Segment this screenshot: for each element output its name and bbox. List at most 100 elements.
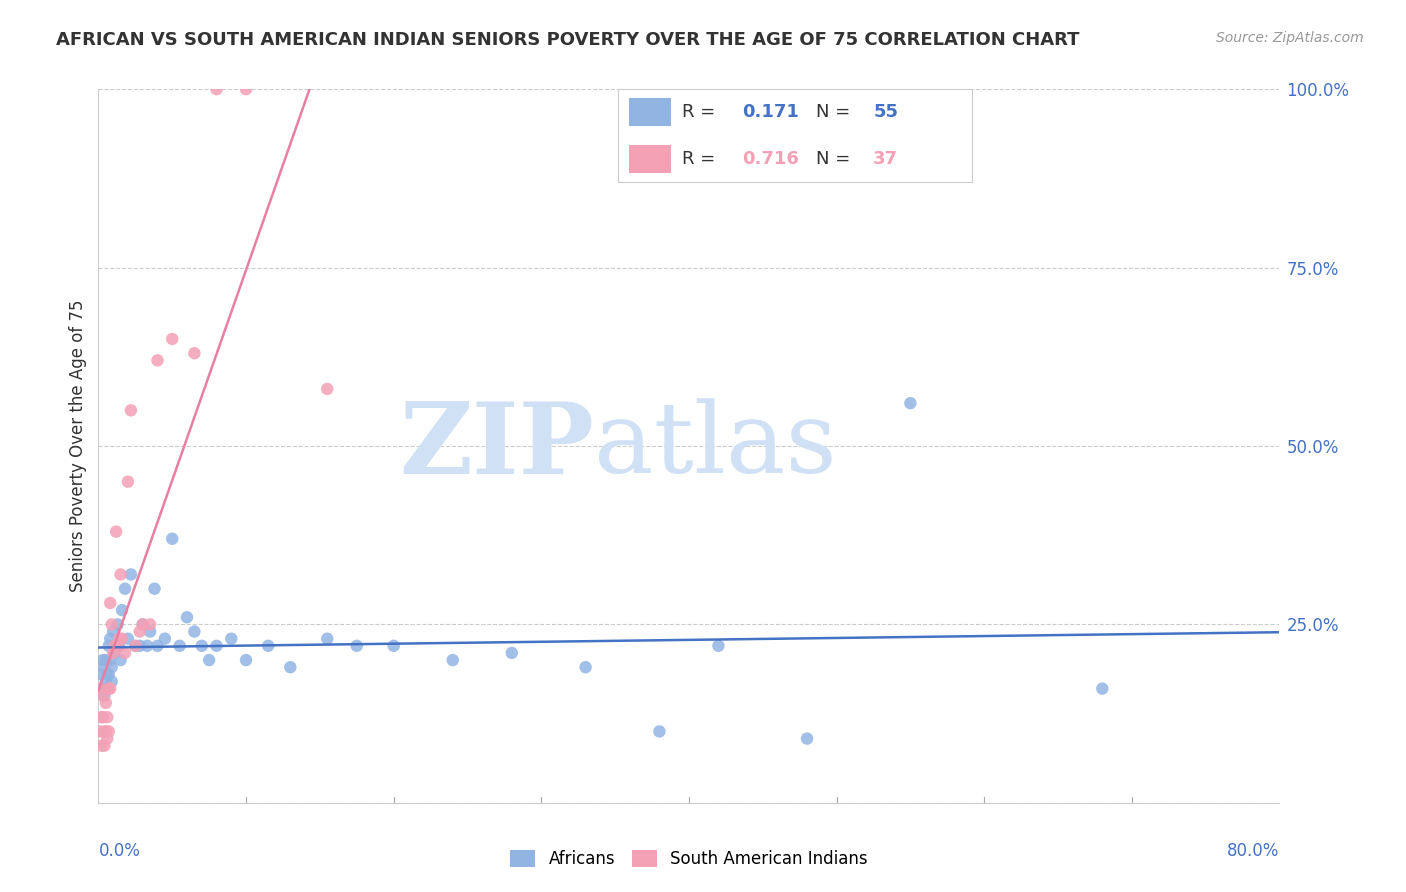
Point [110, 567, 132, 582]
Point [94, 653, 117, 667]
Point [107, 639, 129, 653]
Point [183, 624, 205, 639]
Point [98, 596, 121, 610]
Point [139, 617, 162, 632]
Point [441, 653, 464, 667]
Point [94, 696, 117, 710]
Point [120, 567, 142, 582]
Point [648, 724, 671, 739]
Point [96, 731, 118, 746]
Point [128, 639, 150, 653]
Point [89, 681, 111, 696]
Point [91, 710, 114, 724]
Point [100, 674, 122, 689]
Point [1091, 681, 1114, 696]
Point [124, 639, 146, 653]
Text: atlas: atlas [595, 398, 837, 494]
Point [191, 639, 214, 653]
Point [91, 653, 114, 667]
Point [146, 353, 169, 368]
Point [139, 624, 162, 639]
Point [162, 532, 183, 546]
Point [97, 667, 120, 681]
Point [108, 639, 131, 653]
Point [132, 617, 155, 632]
Point [501, 646, 523, 660]
Point [198, 653, 221, 667]
Point [111, 603, 134, 617]
Point [128, 624, 150, 639]
Text: AFRICAN VS SOUTH AMERICAN INDIAN SENIORS POVERTY OVER THE AGE OF 75 CORRELATION : AFRICAN VS SOUTH AMERICAN INDIAN SENIORS… [56, 31, 1080, 49]
Point [93, 660, 115, 674]
Point [90, 667, 112, 681]
Point [346, 639, 368, 653]
Point [169, 639, 191, 653]
Point [316, 632, 339, 646]
Point [278, 660, 302, 674]
Point [707, 639, 730, 653]
Point [91, 681, 114, 696]
Point [117, 475, 139, 489]
Point [100, 660, 122, 674]
Point [89, 724, 111, 739]
Point [257, 639, 280, 653]
Point [108, 632, 131, 646]
Point [98, 632, 121, 646]
Point [183, 346, 205, 360]
Point [382, 639, 405, 653]
Point [107, 617, 129, 632]
Point [153, 632, 176, 646]
Point [104, 646, 127, 660]
Point [205, 639, 228, 653]
Point [98, 681, 121, 696]
Point [103, 624, 125, 639]
Point [90, 710, 112, 724]
Text: Source: ZipAtlas.com: Source: ZipAtlas.com [1216, 31, 1364, 45]
Text: 0.0%: 0.0% [98, 842, 141, 860]
Point [93, 739, 115, 753]
Point [146, 639, 169, 653]
Text: 80.0%: 80.0% [1227, 842, 1279, 860]
Point [574, 660, 596, 674]
Point [235, 82, 257, 96]
Point [96, 710, 118, 724]
Point [136, 639, 159, 653]
Point [162, 332, 183, 346]
Point [91, 689, 114, 703]
Point [114, 646, 136, 660]
Point [104, 639, 127, 653]
Point [93, 689, 115, 703]
Point [110, 653, 132, 667]
Point [219, 632, 242, 646]
Point [94, 724, 117, 739]
Point [117, 632, 139, 646]
Text: ZIP: ZIP [399, 398, 595, 494]
Point [105, 524, 128, 539]
Point [143, 582, 166, 596]
Point [100, 617, 122, 632]
Legend: Africans, South American Indians: Africans, South American Indians [503, 843, 875, 875]
Point [97, 724, 120, 739]
Point [235, 653, 257, 667]
Point [205, 82, 228, 96]
Point [796, 731, 818, 746]
Point [97, 639, 120, 653]
Y-axis label: Seniors Poverty Over the Age of 75: Seniors Poverty Over the Age of 75 [69, 300, 87, 592]
Point [900, 396, 922, 410]
Point [97, 681, 120, 696]
Point [316, 382, 339, 396]
Point [105, 639, 128, 653]
Point [176, 610, 198, 624]
Point [114, 582, 136, 596]
Point [132, 617, 155, 632]
Point [96, 667, 118, 681]
Point [98, 653, 121, 667]
Point [96, 681, 118, 696]
Point [93, 724, 115, 739]
Point [90, 739, 112, 753]
Point [111, 632, 134, 646]
Point [120, 403, 142, 417]
Point [94, 674, 117, 689]
Point [103, 646, 125, 660]
Point [124, 639, 146, 653]
